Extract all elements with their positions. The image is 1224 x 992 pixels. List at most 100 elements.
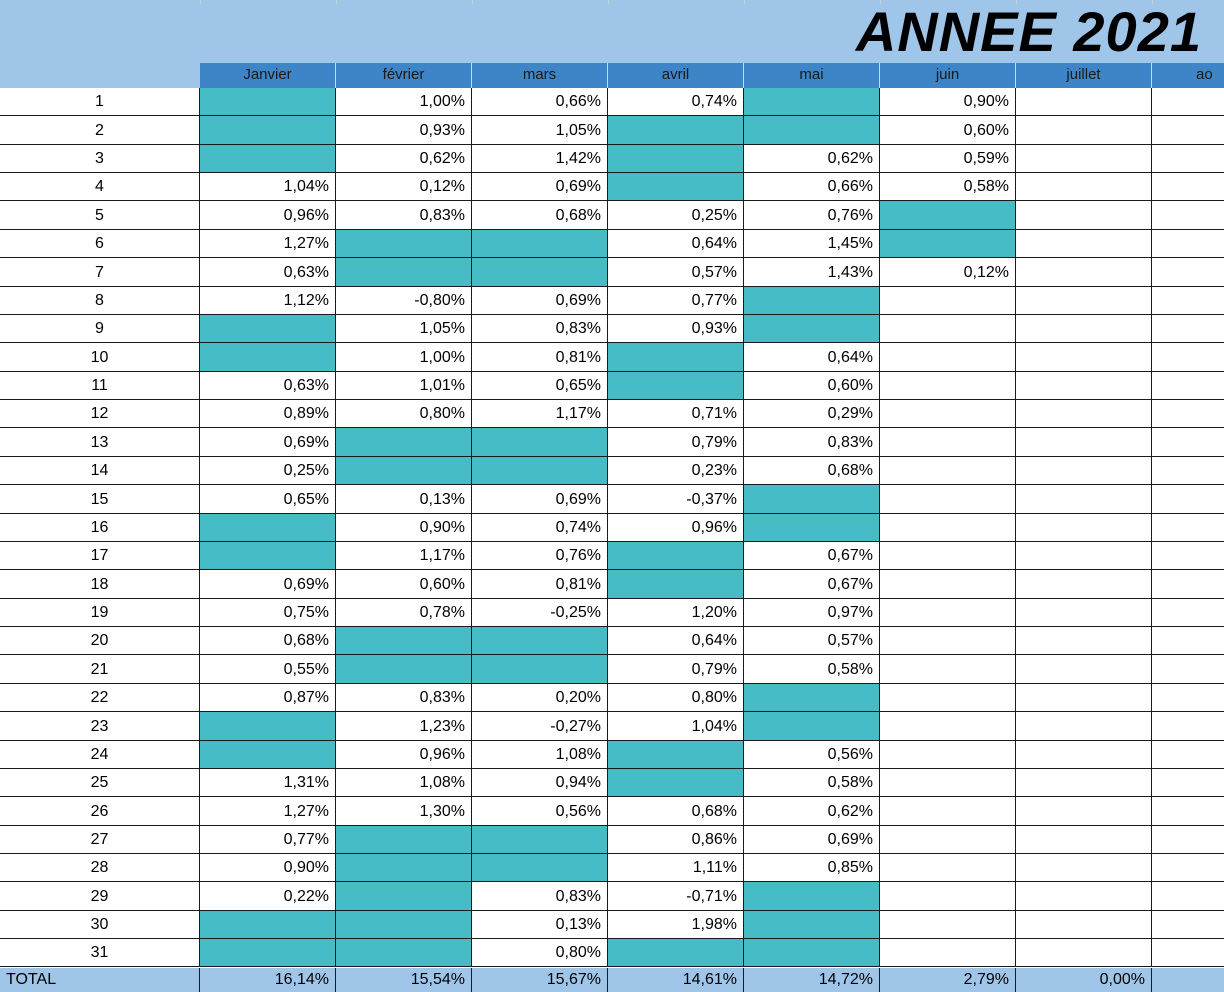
holiday-cell[interactable] <box>744 712 880 741</box>
value-cell[interactable] <box>1152 514 1224 542</box>
holiday-cell[interactable] <box>200 145 336 173</box>
value-cell[interactable]: 0,69% <box>744 826 880 854</box>
value-cell[interactable] <box>880 712 1016 741</box>
value-cell[interactable]: -0,71% <box>608 882 744 911</box>
holiday-cell[interactable] <box>472 428 608 457</box>
value-cell[interactable] <box>880 854 1016 882</box>
holiday-cell[interactable] <box>336 882 472 911</box>
value-cell[interactable]: 0,69% <box>200 570 336 599</box>
value-cell[interactable] <box>1016 428 1152 457</box>
value-cell[interactable] <box>880 457 1016 485</box>
value-cell[interactable] <box>1152 145 1224 173</box>
holiday-cell[interactable] <box>608 570 744 599</box>
value-cell[interactable] <box>880 655 1016 684</box>
day-label[interactable]: 16 <box>0 514 200 542</box>
day-label[interactable]: 2 <box>0 116 200 145</box>
value-cell[interactable]: 0,77% <box>608 287 744 315</box>
value-cell[interactable]: 0,76% <box>744 201 880 230</box>
value-cell[interactable]: 0,66% <box>472 88 608 116</box>
value-cell[interactable] <box>880 684 1016 712</box>
day-label[interactable]: 14 <box>0 457 200 485</box>
month-header[interactable]: avril <box>608 63 744 88</box>
value-cell[interactable]: 0,83% <box>744 428 880 457</box>
day-label[interactable]: 9 <box>0 315 200 343</box>
value-cell[interactable] <box>1152 655 1224 684</box>
value-cell[interactable]: 0,59% <box>880 145 1016 173</box>
total-cell[interactable]: 16,14% <box>200 968 336 992</box>
day-label[interactable]: 17 <box>0 542 200 570</box>
holiday-cell[interactable] <box>200 88 336 116</box>
value-cell[interactable]: 0,64% <box>744 343 880 372</box>
value-cell[interactable] <box>1016 741 1152 769</box>
holiday-cell[interactable] <box>608 769 744 797</box>
day-label[interactable]: 30 <box>0 911 200 939</box>
value-cell[interactable]: 1,98% <box>608 911 744 939</box>
value-cell[interactable] <box>1016 315 1152 343</box>
value-cell[interactable] <box>1152 826 1224 854</box>
value-cell[interactable] <box>1016 201 1152 230</box>
total-cell[interactable]: 0,00% <box>1016 968 1152 992</box>
value-cell[interactable]: 0,79% <box>608 655 744 684</box>
value-cell[interactable] <box>880 570 1016 599</box>
holiday-cell[interactable] <box>608 542 744 570</box>
day-label[interactable]: 21 <box>0 655 200 684</box>
total-label[interactable]: TOTAL <box>0 968 200 992</box>
value-cell[interactable]: 0,79% <box>608 428 744 457</box>
value-cell[interactable]: 0,77% <box>200 826 336 854</box>
total-cell[interactable]: 14,72% <box>744 968 880 992</box>
value-cell[interactable]: 0,83% <box>336 684 472 712</box>
value-cell[interactable] <box>880 599 1016 627</box>
day-label[interactable]: 18 <box>0 570 200 599</box>
value-cell[interactable] <box>1152 854 1224 882</box>
holiday-cell[interactable] <box>200 315 336 343</box>
value-cell[interactable] <box>1152 287 1224 315</box>
month-header[interactable]: Janvier <box>200 63 336 88</box>
value-cell[interactable]: 0,67% <box>744 570 880 599</box>
value-cell[interactable]: 0,80% <box>472 939 608 967</box>
value-cell[interactable] <box>1152 741 1224 769</box>
value-cell[interactable]: 1,27% <box>200 230 336 258</box>
value-cell[interactable]: 0,66% <box>744 173 880 201</box>
value-cell[interactable] <box>1016 457 1152 485</box>
day-label[interactable]: 13 <box>0 428 200 457</box>
day-label[interactable]: 20 <box>0 627 200 655</box>
value-cell[interactable] <box>880 514 1016 542</box>
label-column-header[interactable] <box>0 63 200 88</box>
value-cell[interactable] <box>1152 201 1224 230</box>
day-label[interactable]: 29 <box>0 882 200 911</box>
holiday-cell[interactable] <box>608 372 744 400</box>
value-cell[interactable] <box>1016 400 1152 428</box>
month-header[interactable]: ao <box>1152 63 1224 88</box>
value-cell[interactable] <box>1016 173 1152 201</box>
value-cell[interactable]: 0,12% <box>336 173 472 201</box>
holiday-cell[interactable] <box>200 514 336 542</box>
holiday-cell[interactable] <box>608 173 744 201</box>
value-cell[interactable] <box>880 627 1016 655</box>
value-cell[interactable] <box>1152 769 1224 797</box>
value-cell[interactable] <box>1016 514 1152 542</box>
value-cell[interactable] <box>1152 400 1224 428</box>
value-cell[interactable]: 1,31% <box>200 769 336 797</box>
value-cell[interactable]: 0,78% <box>336 599 472 627</box>
value-cell[interactable] <box>1152 712 1224 741</box>
value-cell[interactable] <box>880 343 1016 372</box>
value-cell[interactable]: 0,12% <box>880 258 1016 287</box>
holiday-cell[interactable] <box>336 627 472 655</box>
day-label[interactable]: 4 <box>0 173 200 201</box>
holiday-cell[interactable] <box>472 854 608 882</box>
value-cell[interactable] <box>1016 599 1152 627</box>
value-cell[interactable]: -0,37% <box>608 485 744 514</box>
day-label[interactable]: 1 <box>0 88 200 116</box>
value-cell[interactable]: 0,60% <box>336 570 472 599</box>
holiday-cell[interactable] <box>200 712 336 741</box>
value-cell[interactable]: 1,12% <box>200 287 336 315</box>
value-cell[interactable]: 0,58% <box>880 173 1016 201</box>
total-cell[interactable]: 15,54% <box>336 968 472 992</box>
value-cell[interactable]: 0,90% <box>200 854 336 882</box>
holiday-cell[interactable] <box>336 428 472 457</box>
value-cell[interactable] <box>1152 372 1224 400</box>
value-cell[interactable] <box>1152 684 1224 712</box>
value-cell[interactable] <box>1016 485 1152 514</box>
value-cell[interactable] <box>1016 287 1152 315</box>
day-label[interactable]: 8 <box>0 287 200 315</box>
